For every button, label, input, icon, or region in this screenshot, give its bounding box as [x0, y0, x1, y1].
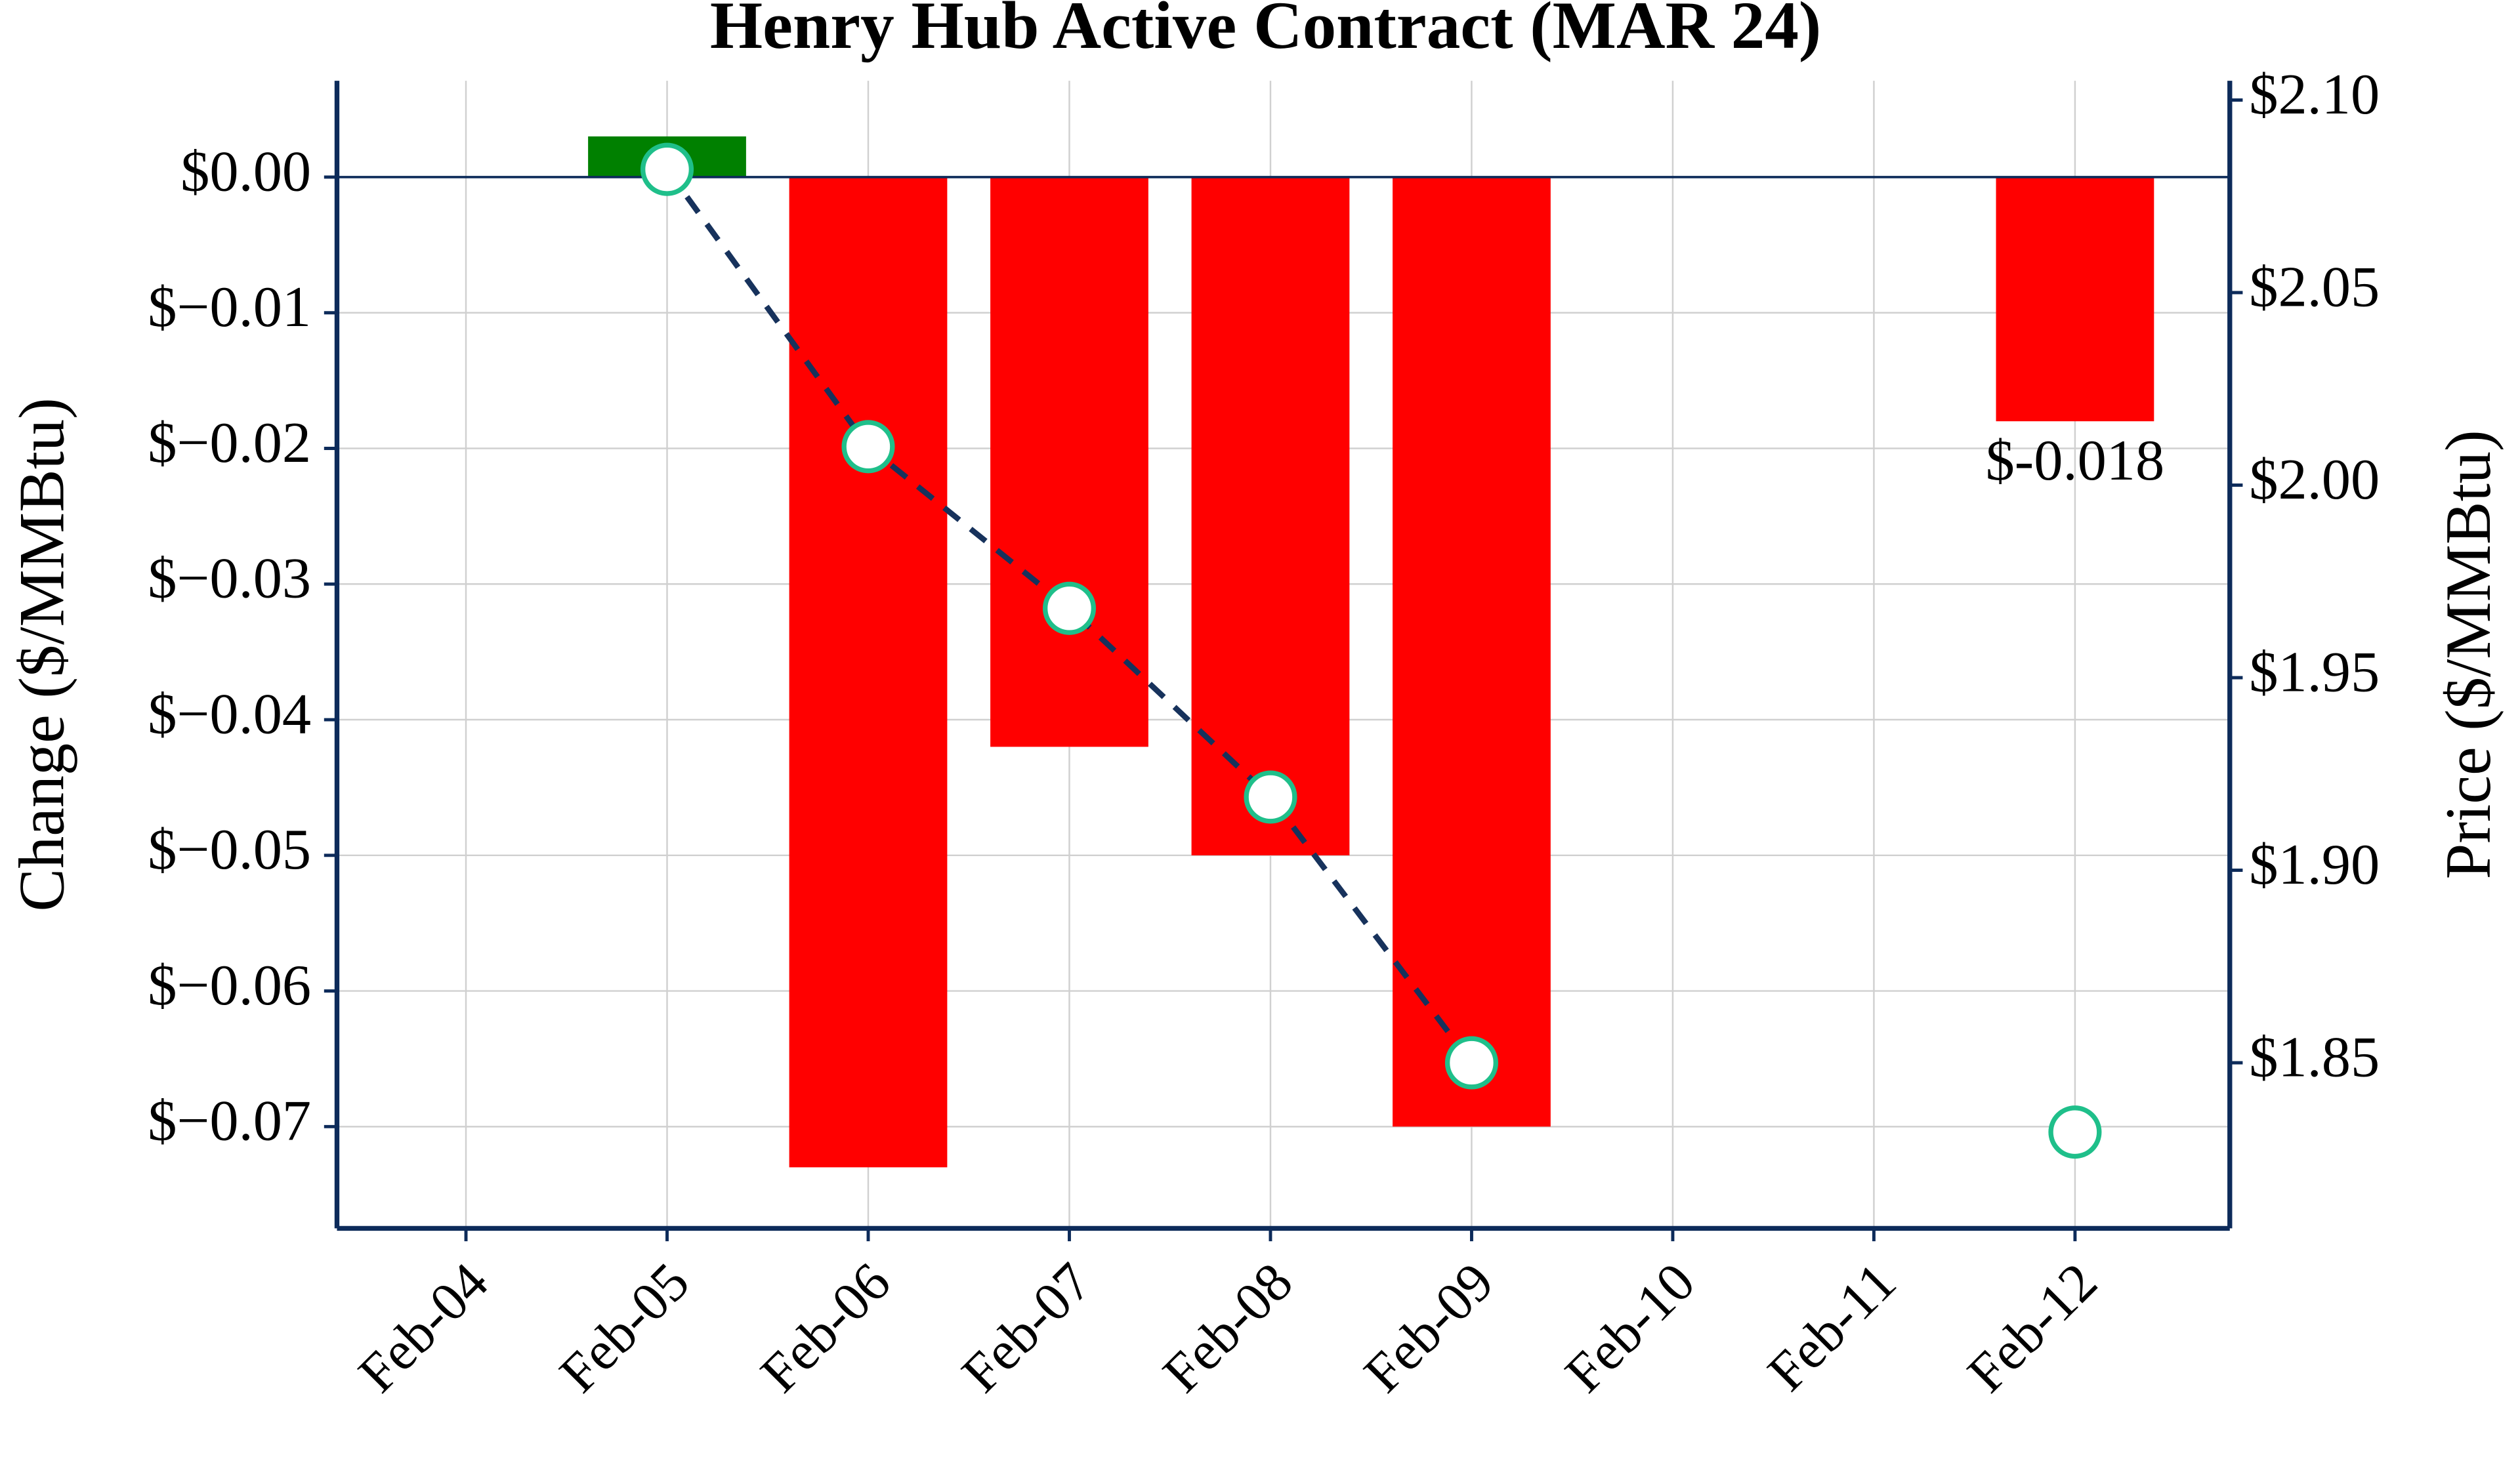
y-tick-label: $−0.02 [148, 411, 311, 475]
x-tick-label: Feb-09 [1353, 1252, 1505, 1404]
chart-title: Henry Hub Active Contract (MAR 24) [710, 0, 1821, 63]
y2-tick-label: $2.05 [2249, 255, 2380, 319]
price-marker [640, 142, 694, 196]
y-tick-label: $−0.04 [148, 682, 311, 746]
price-marker [1244, 770, 1297, 824]
y-tick-label: $0.00 [180, 139, 311, 203]
value-label: $-0.018 [1986, 428, 2165, 493]
price-marker [841, 420, 895, 474]
x-tick-label: Feb-10 [1554, 1252, 1706, 1404]
y-tick-label: $−0.06 [148, 953, 311, 1018]
price-marker [2048, 1105, 2102, 1159]
bar [1393, 176, 1551, 1127]
y2-tick-label: $1.90 [2249, 832, 2380, 897]
x-tick-label: Feb-06 [749, 1252, 902, 1404]
x-tick-label: Feb-11 [1757, 1252, 1908, 1403]
x-tick-label: Feb-07 [951, 1252, 1103, 1404]
y-tick-label: $−0.07 [148, 1089, 311, 1153]
x-tick-label: Feb-05 [549, 1252, 701, 1404]
y2-tick-label: $1.85 [2249, 1025, 2380, 1089]
y2-tick-label: $2.10 [2249, 62, 2380, 127]
bar [789, 176, 948, 1168]
y-axis-label: Change ($/MMBtu) [6, 398, 77, 911]
price-marker [1444, 1036, 1498, 1090]
y2-axis-label: Price ($/MMBtu) [2433, 430, 2504, 879]
bar [1191, 176, 1350, 855]
y-tick-label: $−0.03 [148, 546, 311, 611]
y2-tick-label: $2.00 [2249, 447, 2380, 512]
y-tick-label: $−0.05 [148, 817, 311, 882]
x-tick-label: Feb-08 [1152, 1252, 1304, 1404]
y2-tick-label: $1.95 [2249, 640, 2380, 704]
y-tick-label: $−0.01 [148, 275, 311, 339]
bar [990, 176, 1148, 747]
x-tick-label: Feb-04 [347, 1252, 499, 1404]
bar [1996, 176, 2154, 422]
x-tick-label: Feb-12 [1956, 1252, 2109, 1404]
price-marker [1042, 581, 1097, 635]
